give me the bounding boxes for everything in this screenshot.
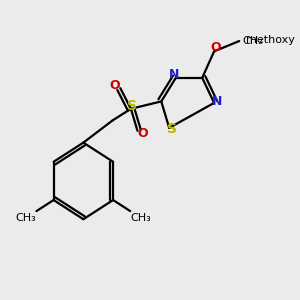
- Text: CH₃: CH₃: [242, 36, 263, 46]
- Text: N: N: [169, 68, 180, 81]
- Text: CH₃: CH₃: [16, 213, 37, 223]
- Text: O: O: [110, 79, 120, 92]
- Text: O: O: [210, 41, 221, 54]
- Text: O: O: [137, 127, 148, 140]
- Text: S: S: [127, 99, 137, 113]
- Text: N: N: [212, 95, 223, 108]
- Text: S: S: [167, 122, 177, 136]
- Text: methoxy: methoxy: [246, 34, 295, 45]
- Text: CH₃: CH₃: [130, 213, 151, 223]
